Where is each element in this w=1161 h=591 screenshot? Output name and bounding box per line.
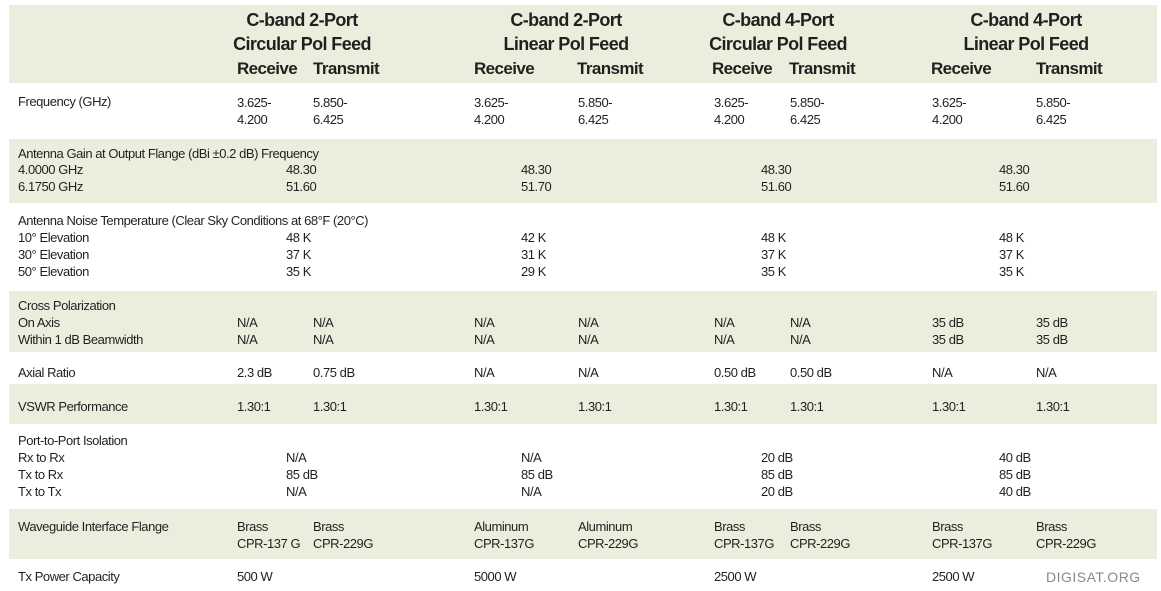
frequency-value: 5.850- 6.425 xyxy=(578,95,613,127)
vswr-value: 1.30:1 xyxy=(237,399,271,414)
frequency-value: 3.625- 4.200 xyxy=(714,95,749,127)
gain-value: 48.30 51.60 xyxy=(999,162,1030,194)
col3-transmit-header: Transmit xyxy=(789,59,856,78)
flange-value: Aluminum CPR-137G xyxy=(474,519,534,551)
axial-ratio-value: 0.50 dB xyxy=(790,365,832,380)
vswr-value: 1.30:1 xyxy=(932,399,966,414)
cross-pol-label: Cross Polarization On Axis Within 1 dB B… xyxy=(18,298,143,347)
vswr-value: 1.30:1 xyxy=(578,399,612,414)
power-value: 5000 W xyxy=(474,569,517,584)
flange-value: Brass CPR-137 G xyxy=(237,519,301,551)
col2-transmit-header: Transmit xyxy=(577,59,644,78)
frequency-value: 5.850- 6.425 xyxy=(313,95,348,127)
col4-title-line1: C-band 4-Port xyxy=(970,10,1082,30)
isolation-value: 40 dB 85 dB 40 dB xyxy=(999,450,1031,499)
noise-value: 48 K 37 K 35 K xyxy=(286,230,311,279)
cross-pol-value: N/A N/A xyxy=(474,315,495,347)
col3-title-line2: Circular Pol Feed xyxy=(709,34,847,54)
watermark: DIGISAT.ORG xyxy=(1046,569,1141,585)
col3-title-line1: C-band 4-Port xyxy=(722,10,834,30)
noise-value: 42 K 31 K 29 K xyxy=(521,230,546,279)
gain-band xyxy=(9,139,1157,203)
vswr-value: 1.30:1 xyxy=(313,399,347,414)
cross-pol-value: N/A N/A xyxy=(578,315,599,347)
axial-ratio-value: 2.3 dB xyxy=(237,365,272,380)
cross-pol-value: N/A N/A xyxy=(237,315,258,347)
vswr-value: 1.30:1 xyxy=(474,399,508,414)
col3-receive-header: Receive xyxy=(712,59,773,78)
col1-title-line2: Circular Pol Feed xyxy=(233,34,371,54)
col2-title-line1: C-band 2-Port xyxy=(510,10,622,30)
frequency-value: 3.625- 4.200 xyxy=(932,95,967,127)
axial-ratio-value: N/A xyxy=(578,365,599,380)
noise-value: 48 K 37 K 35 K xyxy=(999,230,1024,279)
flange-value: Brass CPR-229G xyxy=(313,519,373,551)
cross-pol-value: N/A N/A xyxy=(714,315,735,347)
power-value: 2500 W xyxy=(932,569,975,584)
vswr-label: VSWR Performance xyxy=(18,399,128,414)
axial-ratio-value: N/A xyxy=(474,365,495,380)
gain-value: 48.30 51.60 xyxy=(286,162,317,194)
axial-ratio-value: N/A xyxy=(1036,365,1057,380)
isolation-value: N/A 85 dB N/A xyxy=(286,450,318,499)
vswr-value: 1.30:1 xyxy=(1036,399,1070,414)
flange-band xyxy=(9,509,1157,559)
flange-value: Brass CPR-229G xyxy=(790,519,850,551)
col2-receive-header: Receive xyxy=(474,59,535,78)
flange-value: Brass CPR-137G xyxy=(714,519,774,551)
cross-pol-value: 35 dB 35 dB xyxy=(932,315,964,347)
cross-pol-value: N/A N/A xyxy=(313,315,334,347)
cross-band xyxy=(9,291,1157,352)
col4-transmit-header: Transmit xyxy=(1036,59,1103,78)
frequency-value: 3.625- 4.200 xyxy=(474,95,509,127)
col4-receive-header: Receive xyxy=(931,59,992,78)
cross-pol-value: N/A N/A xyxy=(790,315,811,347)
power-value: 500 W xyxy=(237,569,273,584)
col1-transmit-header: Transmit xyxy=(313,59,380,78)
noise-label: Antenna Noise Temperature (Clear Sky Con… xyxy=(18,213,369,228)
flange-value: Brass CPR-137G xyxy=(932,519,992,551)
col1-title-line1: C-band 2-Port xyxy=(246,10,358,30)
flange-label: Waveguide Interface Flange xyxy=(18,519,169,534)
header-band xyxy=(9,5,1157,83)
flange-value: Brass CPR-229G xyxy=(1036,519,1096,551)
vswr-value: 1.30:1 xyxy=(790,399,824,414)
vswr-value: 1.30:1 xyxy=(714,399,748,414)
axial-ratio-value: N/A xyxy=(932,365,953,380)
cross-pol-value: 35 dB 35 dB xyxy=(1036,315,1068,347)
gain-label: Antenna Gain at Output Flange (dBi ±0.2 … xyxy=(18,146,319,161)
isolation-value: N/A 85 dB N/A xyxy=(521,450,553,499)
gain-value: 48.30 51.60 xyxy=(761,162,792,194)
frequency-value: 5.850- 6.425 xyxy=(1036,95,1071,127)
axial-ratio-value: 0.75 dB xyxy=(313,365,355,380)
axial-ratio-value: 0.50 dB xyxy=(714,365,756,380)
flange-value: Aluminum CPR-229G xyxy=(578,519,638,551)
gain-value: 48.30 51.70 xyxy=(521,162,552,194)
noise-value: 48 K 37 K 35 K xyxy=(761,230,786,279)
isolation-label: Port-to-Port Isolation Rx to Rx Tx to Rx… xyxy=(18,433,128,499)
power-value: 2500 W xyxy=(714,569,757,584)
frequency-label: Frequency (GHz) xyxy=(18,94,111,109)
axial-ratio-label: Axial Ratio xyxy=(18,365,76,380)
frequency-value: 5.850- 6.425 xyxy=(790,95,825,127)
col2-title-line2: Linear Pol Feed xyxy=(503,34,629,54)
col1-receive-header: Receive xyxy=(237,59,298,78)
vswr-band xyxy=(9,384,1157,424)
col4-title-line2: Linear Pol Feed xyxy=(963,34,1089,54)
gain-frequencies: 4.0000 GHz 6.1750 GHz xyxy=(18,162,83,194)
isolation-value: 20 dB 85 dB 20 dB xyxy=(761,450,793,499)
noise-elevations: 10° Elevation 30° Elevation 50° Elevatio… xyxy=(18,230,89,279)
power-label: Tx Power Capacity xyxy=(18,569,120,584)
frequency-value: 3.625- 4.200 xyxy=(237,95,272,127)
